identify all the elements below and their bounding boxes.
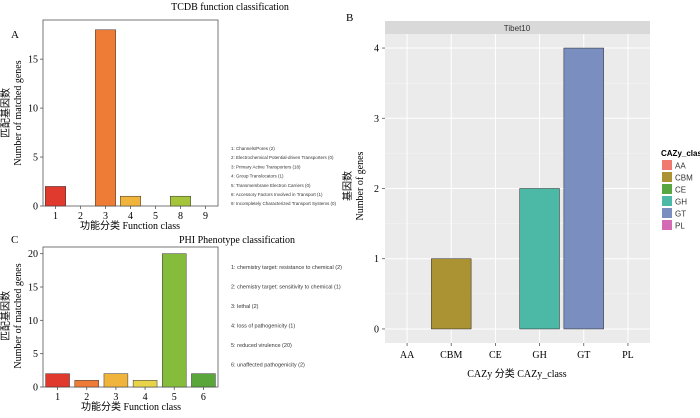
panel-a-bar-1 xyxy=(45,186,66,207)
panel-c-ylabel: Number of matched genes xyxy=(13,263,24,368)
panel-b-legend-key-AA xyxy=(662,160,672,170)
panel-b-xtick-label: CBM xyxy=(440,350,462,361)
panel-a-xtick-label: 1 xyxy=(53,211,58,222)
panel-b-xtick-label: CE xyxy=(489,350,502,361)
panel-b-xlabel: CAZy 分类 CAZy_class xyxy=(467,367,567,380)
panel-b-legend-key-GT xyxy=(662,208,672,218)
panel-b-bar-GT xyxy=(563,47,604,330)
panel-a-legend-entry: 1: Channels/Pores (2) xyxy=(231,146,275,151)
panel-a-legend-entry: 9: Incompletely Characterized Transport … xyxy=(231,201,337,206)
panel-b-legend-label: CBM xyxy=(675,174,693,183)
panel-c: C PHI Phenotype classification 051015201… xyxy=(0,234,342,413)
panel-a-plot-frame xyxy=(42,19,219,207)
panel-b-xtick-label: GT xyxy=(577,350,590,361)
panel-b-xtick-label: PL xyxy=(622,350,634,361)
panel-a-bar-4 xyxy=(120,195,141,207)
panel-a-ylabel-cn: 匹配基因数 xyxy=(0,88,12,138)
panel-a-ytick-label: 0 xyxy=(33,202,38,213)
panel-a-xtick-label: 2 xyxy=(78,211,83,222)
facet-strip xyxy=(385,21,650,34)
panel-a-legend-entry: 3: Primary Active Transporters (18) xyxy=(231,164,301,169)
panel-b-ytick-label: 1 xyxy=(374,254,379,265)
panel-c-legend-entry: 2: chemistry target: sensitivity to chem… xyxy=(231,285,341,291)
panel-c-xtick-label: 2 xyxy=(84,392,89,403)
panel-b-legend-label: AA xyxy=(675,162,686,171)
panel-a-legend-entry: 5: Transmembrane Electron Carriers (0) xyxy=(231,183,311,188)
panel-a-bar-3 xyxy=(95,29,116,207)
panel-a-xtick-label: 4 xyxy=(128,211,133,222)
panel-c-ytick-label: 10 xyxy=(28,316,38,327)
panel-c-xtick-label: 5 xyxy=(172,392,177,403)
panel-b-ytick-label: 3 xyxy=(374,114,379,125)
panel-b-ylabel-cn: 基因数 xyxy=(341,171,354,201)
panel-b-letter: B xyxy=(346,12,353,24)
panel-b-legend-key-GH xyxy=(662,196,672,206)
panel-b-bar-GH xyxy=(519,188,560,330)
panel-c-bar-5 xyxy=(162,253,187,388)
panel-a-title: TCDB function classification xyxy=(171,2,289,13)
panel-c-bar-6 xyxy=(191,373,216,388)
panel-c-xtick-label: 1 xyxy=(55,392,60,403)
panel-c-xlabel: 功能分类 Function class xyxy=(81,400,181,413)
panel-c-title: PHI Phenotype classification xyxy=(179,235,295,246)
panel-a-xtick-label: 5 xyxy=(153,211,158,222)
panel-a: A TCDB function classification 0 5 10 15 1 2 3… xyxy=(0,2,337,232)
panel-c-bar-2 xyxy=(74,380,99,388)
panel-b-xtick-label: GH xyxy=(532,350,546,361)
panel-a-bar-8 xyxy=(170,195,191,207)
panel-b-legend-key-CE xyxy=(662,184,672,194)
panel-a-legend-entry: 4: Group Translocators (1) xyxy=(231,174,284,179)
panel-a-xtick-label: 8 xyxy=(178,211,183,222)
panel-c-ytick-label: 5 xyxy=(33,349,38,360)
panel-c-legend-entry: 4: loss of pathogenicity (1) xyxy=(231,324,295,330)
panel-b: B Tibet10 0 1 2 3 4 AA CBM CE GH GT PL 基因数 Number … xyxy=(341,12,700,380)
panel-a-ytick-label: 15 xyxy=(28,55,38,66)
panel-b-xtick-label: AA xyxy=(400,350,415,361)
panel-b-legend-key-CBM xyxy=(662,172,672,182)
panel-b-legend-label: GH xyxy=(675,198,687,207)
panel-c-legend-entry: 1: chemistry target: resistance to chemi… xyxy=(231,265,342,271)
panel-c-ytick-label: 20 xyxy=(28,249,38,260)
panel-a-ytick-label: 10 xyxy=(28,104,38,115)
panel-c-bar-4 xyxy=(132,380,158,388)
panel-c-ytick-label: 0 xyxy=(33,383,38,394)
panel-c-xtick-label: 6 xyxy=(201,392,206,403)
panel-c-legend-entry: 5: reduced virulence (20) xyxy=(231,343,292,349)
panel-b-legend-label: PL xyxy=(675,222,685,231)
panel-c-bar-3 xyxy=(103,373,129,388)
panel-c-xtick-label: 4 xyxy=(143,392,148,403)
panel-b-ytick-label: 4 xyxy=(374,44,379,55)
panel-c-letter: C xyxy=(11,234,18,246)
panel-a-legend-entry: 8: Accessory Factors Involved in Transpo… xyxy=(231,192,323,197)
panel-c-legend-entry: 3: lethal (2) xyxy=(231,304,259,310)
panel-a-ytick-label: 5 xyxy=(33,153,38,164)
panel-b-legend-key-PL xyxy=(662,220,672,230)
panel-c-legend-entry: 6: unaffected pathogenicity (2) xyxy=(231,363,305,369)
panel-c-ytick-label: 15 xyxy=(28,283,38,294)
panel-a-xlabel: 功能分类 Function class xyxy=(80,219,180,232)
panel-b-bar-CBM xyxy=(431,258,472,330)
facet-label: Tibet10 xyxy=(504,24,531,33)
panel-a-letter: A xyxy=(11,29,19,41)
panel-b-legend-label: GT xyxy=(675,210,686,219)
panel-a-xtick-label: 3 xyxy=(103,211,108,222)
panel-b-legend-label: CE xyxy=(675,186,686,195)
panel-c-plot-frame xyxy=(42,246,219,388)
panel-a-legend-entry: 2: Electrochemical Potential-driven Tran… xyxy=(231,155,334,160)
panel-a-ylabel: Number of matched genes xyxy=(13,60,24,165)
panel-b-legend-title: CAZy_class xyxy=(661,149,700,158)
panel-b-ytick-label: 2 xyxy=(374,184,379,195)
panel-c-ylabel-cn: 匹配基因数 xyxy=(0,291,12,341)
panel-c-bar-1 xyxy=(45,373,70,388)
panel-b-ytick-label: 0 xyxy=(374,324,379,335)
panel-a-xtick-label: 9 xyxy=(203,211,208,222)
panel-b-ylabel: Number of genes xyxy=(355,151,366,220)
panel-c-xtick-label: 3 xyxy=(113,392,118,403)
